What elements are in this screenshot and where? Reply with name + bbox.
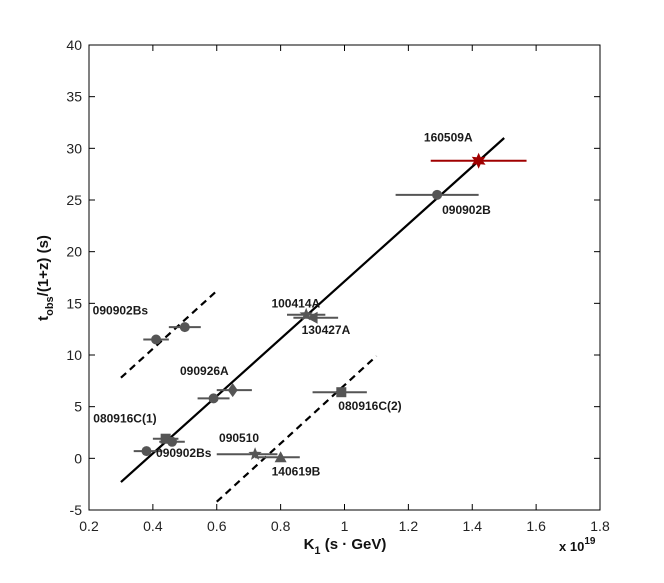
x-exponent-label: x 1019 xyxy=(559,536,596,554)
point-label: 130427A xyxy=(302,323,351,337)
point-label: 090902B xyxy=(442,203,491,217)
hexagram-marker xyxy=(471,152,486,169)
axis-ticks: 0.2 0.4 0.6 0.8 1 1.2 1.4 1.6 1.8 -5 0 5 10 15 20 25 30 3… xyxy=(66,37,610,534)
x-tick-label: 1.6 xyxy=(526,518,546,534)
circle-marker xyxy=(432,189,443,200)
y-axis-title: tobs/(1+z) (s) xyxy=(35,235,56,321)
circle-marker xyxy=(167,436,178,447)
x-tick-label: 1 xyxy=(341,518,349,534)
point-label: 090902Bs xyxy=(156,446,212,460)
triangle-left-marker xyxy=(306,311,318,324)
x-tick-label: 0.6 xyxy=(207,518,227,534)
y-tick-label: 15 xyxy=(66,295,82,311)
y-tick-label: 30 xyxy=(66,140,82,156)
y-tick-label: 40 xyxy=(66,37,82,53)
y-tick-label: 25 xyxy=(66,192,82,208)
point-label: 080916C(1) xyxy=(93,412,156,426)
circle-marker xyxy=(151,334,162,345)
circle-marker xyxy=(179,322,190,333)
star-marker xyxy=(299,307,313,321)
x-tick-label: 0.8 xyxy=(271,518,291,534)
point-label: 160509A xyxy=(424,131,473,145)
point-label: 100414A xyxy=(271,297,320,311)
y-tick-label: 20 xyxy=(66,244,82,260)
y-tick-label: -5 xyxy=(70,502,83,518)
triangle-marker xyxy=(274,451,287,463)
point-label: 090510 xyxy=(219,431,259,445)
circle-marker xyxy=(141,446,152,457)
x-tick-label: 0.2 xyxy=(79,518,99,534)
point-label: 080916C(2) xyxy=(338,399,401,413)
point-labels: 160509A 090902B 100414A 130427A 090902Bs 0909… xyxy=(93,131,491,479)
star-marker xyxy=(248,447,262,460)
x-tick-label: 0.4 xyxy=(143,518,163,534)
y-tick-label: 10 xyxy=(66,347,82,363)
y-tick-label: 5 xyxy=(74,399,82,415)
point-label: 090926A xyxy=(180,364,229,378)
x-axis-title: K1 (s · GeV) xyxy=(304,536,387,557)
y-tick-label: 0 xyxy=(74,450,82,466)
y-tick-label: 35 xyxy=(66,89,82,105)
square-marker xyxy=(160,433,171,444)
plot-frame xyxy=(88,44,601,511)
circle-marker xyxy=(208,393,219,404)
dashed-line-1 xyxy=(120,290,218,379)
dashed-line-2 xyxy=(216,355,378,503)
square-marker xyxy=(336,387,347,398)
x-tick-label: 1.8 xyxy=(590,518,610,534)
point-label: 140619B xyxy=(272,464,321,478)
data-markers xyxy=(141,152,486,463)
diamond-marker xyxy=(227,383,238,398)
point-label: 090902Bs xyxy=(93,304,149,318)
x-tick-label: 1.4 xyxy=(463,518,483,534)
x-tick-label: 1.2 xyxy=(399,518,419,534)
